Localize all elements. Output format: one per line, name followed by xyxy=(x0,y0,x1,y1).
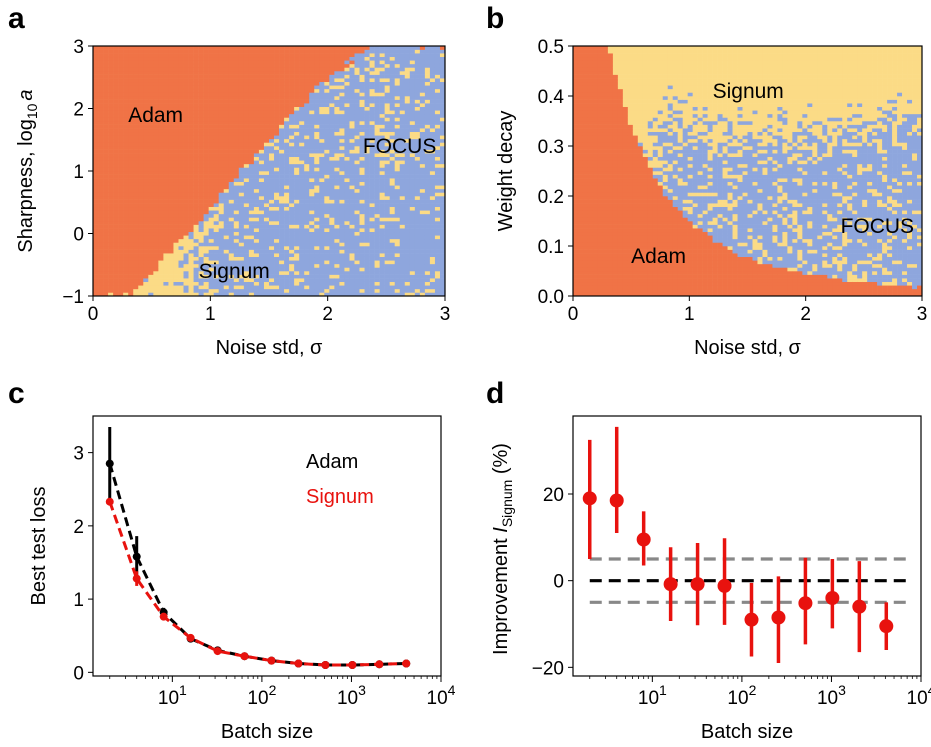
x-tick-label: 0 xyxy=(88,304,99,325)
data-point xyxy=(160,613,168,621)
x-tick-label: 102 xyxy=(247,682,276,709)
y-tick-label: 0 xyxy=(73,225,84,246)
x-tick-label: 101 xyxy=(638,682,667,709)
y-tick-label: −20 xyxy=(532,658,564,679)
data-point xyxy=(637,533,651,547)
data-point xyxy=(718,579,732,593)
data-point xyxy=(375,660,383,668)
y-tick-label: 3 xyxy=(73,444,84,465)
y-tick-label: 1 xyxy=(73,590,84,611)
region-label-signum: Signum xyxy=(713,80,784,103)
region-label-focus: FOCUS xyxy=(841,215,915,238)
y-tick-label: 20 xyxy=(543,485,564,506)
data-point xyxy=(241,652,249,660)
region-label-signum: Signum xyxy=(199,260,270,283)
heatmap-cells xyxy=(93,46,445,296)
x-tick-label: 3 xyxy=(440,304,451,325)
data-point xyxy=(798,596,812,610)
series-adam xyxy=(106,427,411,669)
legend-signum: Signum xyxy=(306,486,374,508)
panel-letter-d: d xyxy=(486,377,504,410)
x-axis-label: Noise std, σ xyxy=(694,337,801,359)
data-point xyxy=(106,460,114,468)
y-tick-label: 3 xyxy=(73,37,84,58)
x-tick-label: 104 xyxy=(427,682,456,709)
data-point xyxy=(771,611,785,625)
data-point xyxy=(825,591,839,605)
x-tick-label: 102 xyxy=(727,682,756,709)
data-point xyxy=(267,657,275,665)
y-axis-label: Improvement ISignum (%) xyxy=(490,443,515,655)
x-tick-label: 103 xyxy=(337,682,366,709)
region-label-adam: Adam xyxy=(128,104,183,127)
region-label-adam: Adam xyxy=(631,245,686,268)
panel-letter-b: b xyxy=(486,2,504,35)
x-tick-label: 1 xyxy=(205,304,216,325)
y-tick-label: 0.0 xyxy=(538,287,564,308)
legend-adam: Adam xyxy=(306,451,358,473)
data-point xyxy=(133,575,141,583)
data-point xyxy=(744,613,758,627)
plot-frame xyxy=(93,416,441,676)
y-tick-label: 0 xyxy=(553,572,564,593)
y-tick-label: 1 xyxy=(73,162,84,183)
data-point xyxy=(294,660,302,668)
data-point xyxy=(691,577,705,591)
y-axis-label: Best test loss xyxy=(28,487,50,606)
y-tick-label: 0.1 xyxy=(538,237,564,258)
x-tick-label: 101 xyxy=(158,682,187,709)
y-axis-label: Weight decay xyxy=(495,111,517,232)
x-tick-label: 3 xyxy=(917,304,928,325)
series-line-signum xyxy=(110,502,407,665)
y-tick-label: 0 xyxy=(73,663,84,684)
data-point xyxy=(214,647,222,655)
data-point xyxy=(133,553,141,561)
x-tick-label: 103 xyxy=(817,682,846,709)
series-signum xyxy=(106,498,411,669)
y-tick-label: 2 xyxy=(73,517,84,538)
data-point xyxy=(852,600,866,614)
data-point xyxy=(664,577,678,591)
plot-frame xyxy=(573,416,921,676)
x-axis-label: Noise std, σ xyxy=(216,337,323,359)
region-label-focus: FOCUS xyxy=(363,135,437,158)
panel-b: 0 1 2 3 0.0 0.1 0.2 0.3 0.4 0.5 Noise std, σ Signum… xyxy=(495,37,927,359)
y-tick-label: −1 xyxy=(62,287,84,308)
x-tick-label: 104 xyxy=(907,682,931,709)
panel-letter-c: c xyxy=(8,377,25,410)
x-tick-label: 1 xyxy=(684,304,695,325)
panel-letter-a: a xyxy=(8,2,25,35)
panel-c: 101 102 103 104 Batch size 0 1 2 3 Best test loss… xyxy=(28,416,456,742)
x-tick-label: 0 xyxy=(568,304,579,325)
data-point xyxy=(106,498,114,506)
y-tick-label: 2 xyxy=(73,100,84,121)
y-tick-label: 0.5 xyxy=(538,37,564,58)
data-point xyxy=(610,494,624,508)
data-point xyxy=(879,619,893,633)
x-axis-label: Batch size xyxy=(221,721,313,742)
data-point xyxy=(583,491,597,505)
panel-d: 101 102 103 104 Batch size −20 0 20 Improvement … xyxy=(490,416,931,742)
data-point xyxy=(321,661,329,669)
x-axis-label: Batch size xyxy=(701,721,793,742)
y-tick-label: 0.3 xyxy=(538,137,564,158)
y-axis-label: Sharpness, log10a xyxy=(15,89,40,252)
x-tick-label: 2 xyxy=(322,304,333,325)
data-point xyxy=(187,634,195,642)
x-tick-label: 2 xyxy=(800,304,811,325)
y-tick-label: 0.2 xyxy=(538,187,564,208)
data-point xyxy=(402,660,410,668)
data-point xyxy=(348,661,356,669)
y-tick-label: 0.4 xyxy=(538,87,565,108)
